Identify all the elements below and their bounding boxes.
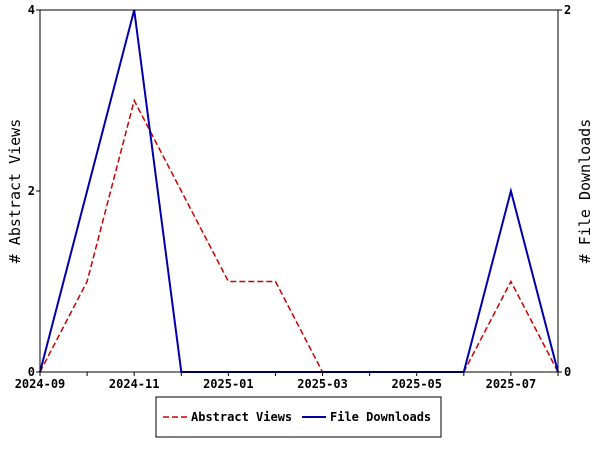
x-tick-label: 2025-05: [391, 377, 442, 391]
y-right-tick-label: 0: [564, 365, 571, 379]
y-right-tick-label: 2: [564, 3, 571, 17]
series-layer: [39, 9, 559, 373]
series-line-file-downloads: [39, 9, 559, 373]
y-left-axis-title: # Abstract Views: [6, 119, 24, 264]
x-tick-label: 2025-07: [486, 377, 537, 391]
plot-frame: [39, 9, 559, 373]
series-line-abstract-views: [39, 98, 559, 373]
x-tick-label: 2025-01: [203, 377, 254, 391]
y-left-tick-label: 0: [28, 365, 35, 379]
legend-label: Abstract Views: [191, 410, 292, 424]
x-tick-label: 2024-09: [15, 377, 66, 391]
x-tick-label: 2025-03: [297, 377, 348, 391]
legend-box: [155, 396, 442, 438]
y-left-tick-label: 2: [28, 184, 35, 198]
labels-layer: 2024-09 2024-11 2025-01 2025-03 2025-05 2025-…: [6, 3, 594, 391]
y-left-tick-label: 4: [28, 3, 35, 17]
legend-label: File Downloads: [330, 410, 431, 424]
legend: Abstract Views File Downloads: [155, 396, 442, 438]
y-right-axis-title: # File Downloads: [576, 119, 594, 264]
axes-layer: [36, 9, 562, 376]
x-tick-label: 2024-11: [109, 377, 160, 391]
